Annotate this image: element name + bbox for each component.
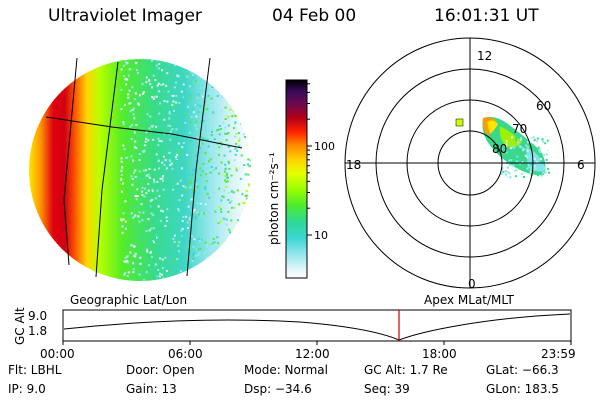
mlt-label-12: 12 <box>477 49 492 63</box>
colorbar: 100 10 photon cm⁻²s⁻¹ <box>267 79 335 279</box>
alt-xtick-1800: 18:00 <box>422 347 457 361</box>
geographic-grid <box>45 57 243 278</box>
alt-ylabel: GC Alt <box>13 307 27 345</box>
alt-xtick-2359: 23:59 <box>541 347 576 361</box>
mlt-label-18: 18 <box>346 158 361 172</box>
polar-plot: 12 6 0 18 60 70 80 <box>344 37 596 291</box>
colorbar-tick-100: 100 <box>314 140 335 153</box>
alt-xtick-1200: 12:00 <box>295 347 330 361</box>
alt-ytick-1.8: 1.8 <box>28 324 47 338</box>
info-glat: GLat: −66.3 <box>486 363 559 377</box>
lat-label-80: 80 <box>492 142 507 156</box>
alt-xtick-0000: 00:00 <box>40 347 75 361</box>
colorbar-tick-10: 10 <box>314 229 328 242</box>
lat-label-60: 60 <box>536 99 551 113</box>
alt-ytick-9: 9.0 <box>28 309 47 323</box>
spacecraft-marker <box>455 118 464 127</box>
info-glon: GLon: 183.5 <box>486 382 559 396</box>
right-panel-label: Apex MLat/MLT <box>424 293 514 307</box>
instrument-title: Ultraviolet Imager <box>48 6 202 26</box>
info-seq: Seq: 39 <box>364 382 410 396</box>
info-ip: IP: 9.0 <box>8 382 46 396</box>
info-door: Door: Open <box>126 363 195 377</box>
colorbar-label: photon cm⁻²s⁻¹ <box>267 152 281 245</box>
alt-xtick-0600: 06:00 <box>168 347 203 361</box>
altitude-plot: GC Alt 9.0 1.8 00:00 06:00 12:00 18:00 2… <box>13 307 576 361</box>
info-gc-alt: GC Alt: 1.7 Re <box>364 363 448 377</box>
lat-label-70: 70 <box>512 122 527 136</box>
info-dsp: Dsp: −34.6 <box>244 382 312 396</box>
date-label: 04 Feb 00 <box>272 6 357 26</box>
mlt-label-6: 6 <box>577 158 585 172</box>
info-filter: Flt: LBHL <box>8 363 62 377</box>
time-label: 16:01:31 UT <box>434 6 539 26</box>
info-mode: Mode: Normal <box>244 363 328 377</box>
left-panel-label: Geographic Lat/Lon <box>70 293 187 307</box>
info-gain: Gain: 13 <box>126 382 177 396</box>
mlt-label-0: 0 <box>468 277 476 291</box>
aurora-image <box>29 57 251 281</box>
